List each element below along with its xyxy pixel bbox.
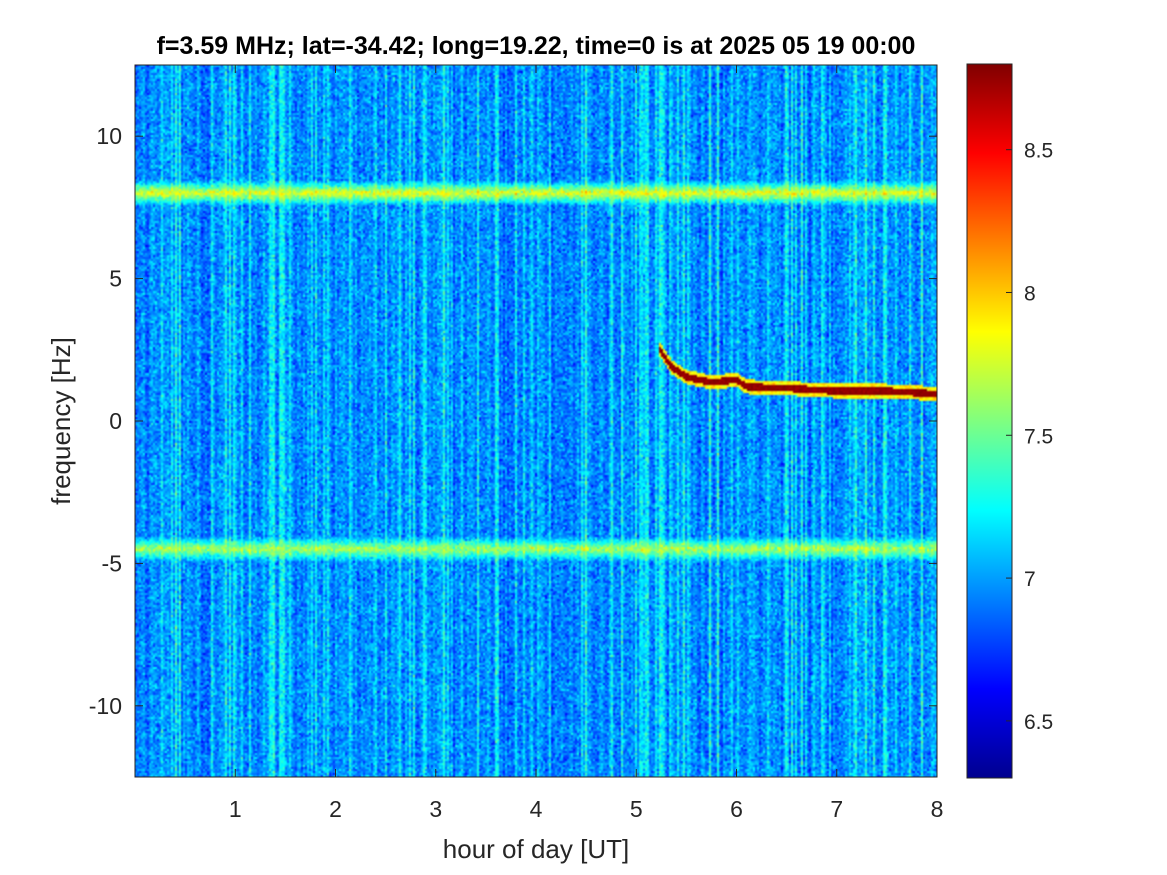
- x-tick-label: 8: [931, 796, 944, 822]
- x-tick-label: 3: [429, 796, 442, 822]
- plot-area: 1 2 3 4 5 6 7 8 10 5 0 -5 -10: [89, 64, 944, 822]
- colorbar-tick-label: 7: [1024, 568, 1036, 591]
- colorbar-tick-label: 6.5: [1024, 711, 1053, 734]
- chart-title: f=3.59 MHz; lat=-34.42; long=19.22, time…: [157, 32, 916, 60]
- x-tick-label: 1: [229, 796, 242, 822]
- colorbar-ticks: 8.5 8 7.5 7 6.5: [1006, 140, 1053, 734]
- x-tick-label: 7: [830, 796, 843, 822]
- x-tick-label: 4: [530, 796, 543, 822]
- colorbar: 8.5 8 7.5 7 6.5: [966, 63, 1053, 779]
- y-axis-label: frequency [Hz]: [46, 337, 76, 505]
- y-axis-ticks: 10 5 0 -5 -10: [89, 123, 937, 719]
- x-tick-label: 5: [630, 796, 643, 822]
- spectrogram-heatmap: [135, 65, 937, 777]
- colorbar-tick-label: 8.5: [1024, 140, 1053, 163]
- y-tick-label: 10: [96, 123, 122, 149]
- colorbar-tick-label: 8: [1024, 282, 1036, 305]
- y-tick-label: -5: [102, 550, 122, 576]
- y-tick-label: -10: [89, 693, 122, 719]
- colorbar-gradient: [966, 63, 1013, 779]
- x-tick-label: 6: [730, 796, 743, 822]
- spectrogram-image: [135, 65, 937, 777]
- y-tick-label: 0: [109, 408, 122, 434]
- x-axis-ticks: 1 2 3 4 5 6 7 8: [229, 65, 944, 822]
- y-tick-label: 5: [109, 266, 122, 292]
- colorbar-tick-label: 7.5: [1024, 425, 1053, 448]
- x-axis-label: hour of day [UT]: [443, 834, 629, 864]
- x-tick-label: 2: [329, 796, 342, 822]
